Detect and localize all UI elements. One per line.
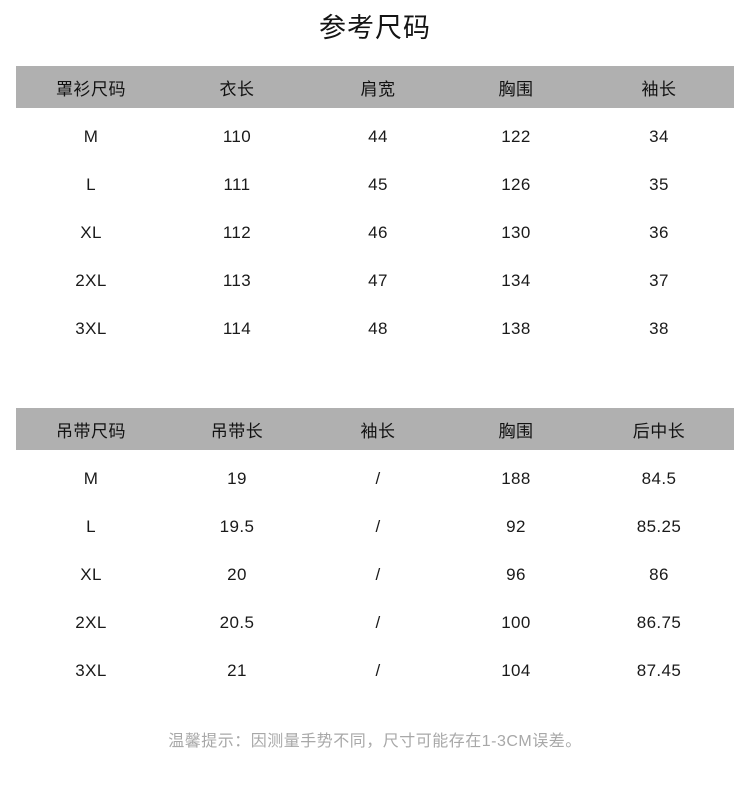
column-header-strap-length: 吊带长 bbox=[210, 421, 264, 441]
table-row: 2XL 113 47 134 37 bbox=[16, 257, 734, 305]
table-row: 3XL 21 / 104 87.45 bbox=[16, 647, 734, 695]
cell-center-back: 84.5 bbox=[641, 469, 677, 488]
strap-size-table: 吊带尺码 吊带长 袖长 胸围 后中长 M 19 / 188 84.5 L 19.… bbox=[16, 408, 734, 695]
cell-size: 3XL bbox=[75, 661, 107, 680]
cell-length: 114 bbox=[222, 319, 252, 338]
table-row: L 19.5 / 92 85.25 bbox=[16, 503, 734, 551]
cell-sleeve: / bbox=[375, 517, 381, 536]
cell-center-back: 87.45 bbox=[636, 661, 682, 680]
cell-bust: 92 bbox=[506, 517, 526, 536]
column-header-center-back: 后中长 bbox=[632, 421, 686, 441]
cell-shoulder: 48 bbox=[368, 319, 388, 338]
cell-center-back: 85.25 bbox=[636, 517, 682, 536]
cell-sleeve: 34 bbox=[649, 127, 669, 146]
table-row: 3XL 114 48 138 38 bbox=[16, 305, 734, 353]
cell-sleeve: / bbox=[375, 565, 381, 584]
table-row: M 19 / 188 84.5 bbox=[16, 455, 734, 503]
column-header-length: 衣长 bbox=[219, 79, 255, 99]
page-title: 参考尺码 bbox=[319, 13, 431, 43]
cell-sleeve: / bbox=[375, 469, 381, 488]
cell-size: XL bbox=[80, 223, 102, 242]
cell-sleeve: / bbox=[375, 661, 381, 680]
blouse-size-table: 罩衫尺码 衣长 肩宽 胸围 袖长 M 110 44 122 34 L 111 4… bbox=[16, 66, 734, 353]
cell-length: 112 bbox=[222, 223, 252, 242]
column-header-shoulder: 肩宽 bbox=[360, 79, 396, 99]
cell-strap-length: 19 bbox=[227, 469, 247, 488]
column-header-bust: 胸围 bbox=[498, 79, 534, 99]
cell-shoulder: 44 bbox=[368, 127, 388, 146]
cell-size: 3XL bbox=[75, 319, 107, 338]
cell-shoulder: 46 bbox=[368, 223, 388, 242]
cell-size: M bbox=[83, 127, 99, 146]
cell-bust: 126 bbox=[501, 175, 531, 194]
cell-bust: 138 bbox=[501, 319, 531, 338]
cell-bust: 130 bbox=[501, 223, 531, 242]
cell-sleeve: 38 bbox=[649, 319, 669, 338]
cell-size: M bbox=[83, 469, 99, 488]
table-row: XL 20 / 96 86 bbox=[16, 551, 734, 599]
strap-table-body: M 19 / 188 84.5 L 19.5 / 92 85.25 XL 20 … bbox=[16, 450, 734, 695]
cell-strap-length: 21 bbox=[227, 661, 247, 680]
column-header-sleeve: 袖长 bbox=[360, 421, 396, 441]
cell-bust: 122 bbox=[501, 127, 531, 146]
cell-center-back: 86 bbox=[649, 565, 669, 584]
cell-strap-length: 20.5 bbox=[219, 613, 255, 632]
cell-length: 110 bbox=[222, 127, 252, 146]
cell-bust: 104 bbox=[501, 661, 531, 680]
table-row: 2XL 20.5 / 100 86.75 bbox=[16, 599, 734, 647]
table-row: L 111 45 126 35 bbox=[16, 161, 734, 209]
cell-sleeve: 36 bbox=[649, 223, 669, 242]
table-row: XL 112 46 130 36 bbox=[16, 209, 734, 257]
cell-strap-length: 20 bbox=[227, 565, 247, 584]
cell-bust: 134 bbox=[501, 271, 531, 290]
cell-center-back: 86.75 bbox=[636, 613, 682, 632]
cell-size: 2XL bbox=[75, 613, 107, 632]
cell-strap-length: 19.5 bbox=[219, 517, 255, 536]
strap-table-header-row: 吊带尺码 吊带长 袖长 胸围 后中长 bbox=[16, 408, 734, 450]
cell-size: L bbox=[86, 175, 96, 194]
blouse-table-body: M 110 44 122 34 L 111 45 126 35 XL 112 4… bbox=[16, 108, 734, 353]
table-row: M 110 44 122 34 bbox=[16, 113, 734, 161]
cell-size: XL bbox=[80, 565, 102, 584]
cell-size: 2XL bbox=[75, 271, 107, 290]
column-header-bust: 胸围 bbox=[498, 421, 534, 441]
column-header-blouse-size: 罩衫尺码 bbox=[56, 79, 126, 99]
cell-length: 113 bbox=[222, 271, 252, 290]
measurement-tolerance-note: 温馨提示：因测量手势不同，尺寸可能存在1-3CM误差。 bbox=[168, 733, 582, 750]
cell-bust: 100 bbox=[501, 613, 531, 632]
cell-length: 111 bbox=[223, 175, 251, 194]
cell-shoulder: 45 bbox=[368, 175, 388, 194]
column-header-strap-size: 吊带尺码 bbox=[56, 421, 126, 441]
cell-sleeve: 35 bbox=[649, 175, 669, 194]
cell-shoulder: 47 bbox=[368, 271, 388, 290]
cell-sleeve: 37 bbox=[649, 271, 669, 290]
column-header-sleeve: 袖长 bbox=[641, 79, 677, 99]
blouse-table-header-row: 罩衫尺码 衣长 肩宽 胸围 袖长 bbox=[16, 66, 734, 108]
cell-bust: 96 bbox=[506, 565, 526, 584]
cell-sleeve: / bbox=[375, 613, 381, 632]
cell-size: L bbox=[86, 517, 96, 536]
cell-bust: 188 bbox=[501, 469, 531, 488]
